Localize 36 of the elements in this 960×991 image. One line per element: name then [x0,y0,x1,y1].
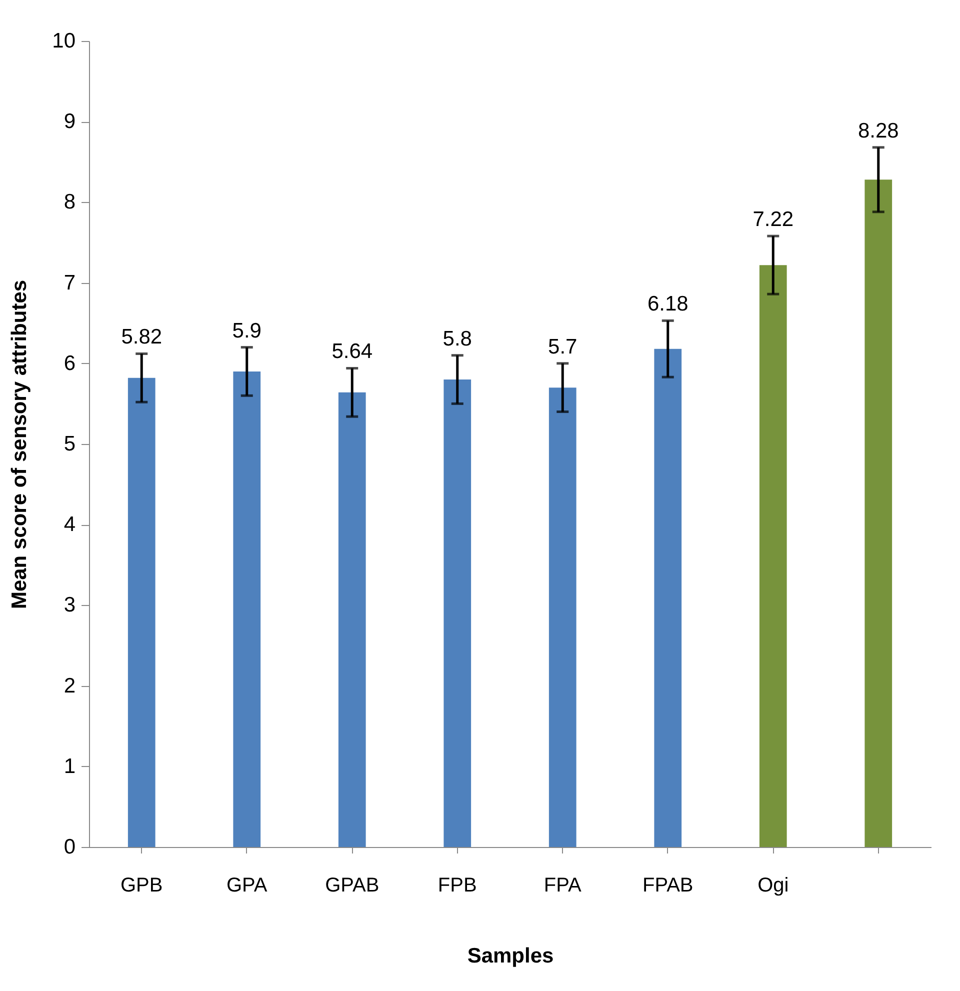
data-label: 5.7 [548,335,578,358]
y-axis-title: Mean score of sensory attributes [8,280,32,610]
bar [233,371,261,847]
x-tick-label: GPB [120,874,163,896]
bar [444,380,472,847]
x-tick-label: Ogi [758,874,789,896]
bar [864,180,892,847]
data-label: 5.9 [232,319,262,342]
data-label: 5.82 [121,326,162,349]
y-tick-label: 7 [64,271,76,294]
bar [759,265,787,847]
bar [548,388,576,847]
y-tick-label: 4 [64,513,76,536]
data-label: 6.18 [647,292,688,316]
data-label: 5.64 [332,340,373,364]
bar [654,348,682,847]
x-tick-label: FPB [438,874,477,896]
data-label: 8.28 [858,119,899,142]
data-label: 7.22 [752,208,794,232]
x-tick-label: FPA [544,874,582,896]
y-tick-label: 6 [64,352,76,375]
y-tick-label: 5 [64,432,76,456]
x-tick-label: GPAB [325,874,380,896]
y-tick-label: 10 [52,30,76,52]
y-tick-label: 1 [64,754,76,778]
x-tick-label: GPA [226,874,268,896]
x-axis-title: Samples [467,944,554,968]
data-label: 5.8 [442,327,472,350]
y-tick-label: 0 [64,836,76,858]
bar [128,378,156,847]
y-tick-label: 3 [64,594,76,617]
x-tick-label: FPAB [642,874,694,896]
bar [338,392,366,847]
y-tick-label: 8 [64,190,76,214]
y-tick-label: 2 [64,674,76,698]
y-tick-label: 9 [64,110,76,134]
